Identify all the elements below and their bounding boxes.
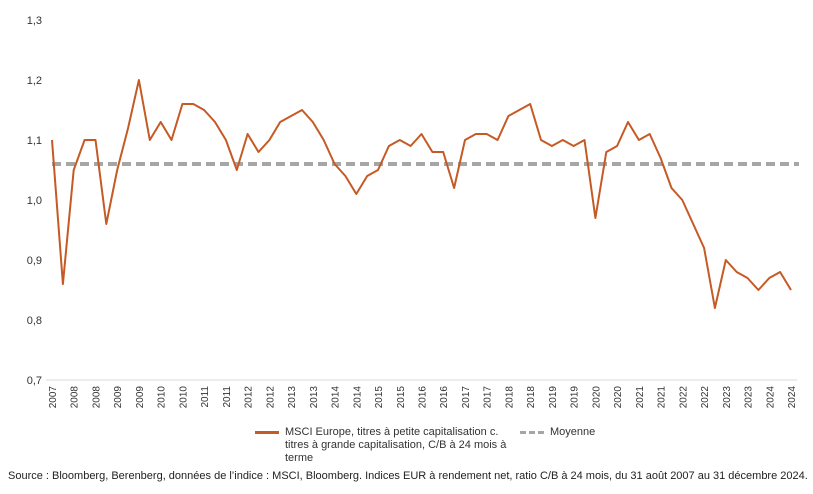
x-tick-label: 2019	[548, 386, 559, 409]
legend-label: MSCI Europe, titres à petite capitalisat…	[285, 426, 507, 464]
x-tick-label: 2008	[70, 386, 81, 409]
x-tick-label: 2008	[91, 386, 102, 409]
x-tick-label: 2010	[157, 386, 168, 409]
legend-swatch	[255, 431, 279, 434]
y-tick-label: 0,8	[27, 315, 42, 327]
x-tick-label: 2011	[222, 386, 233, 408]
legend-item: MSCI Europe, titres à petite capitalisat…	[255, 426, 515, 465]
x-tick-label: 2018	[526, 386, 537, 409]
x-tick-label: 2014	[331, 386, 342, 409]
legend-swatch	[520, 431, 544, 434]
y-tick-label: 1,1	[27, 135, 42, 147]
chart: 0,7 0,8 0,9 1,0 1,1 1,2 1,3 2007 2008 2008 2009 200…	[27, 15, 799, 409]
y-tick-label: 0,7	[27, 375, 42, 387]
y-tick-label: 1,0	[27, 195, 42, 207]
series-line	[51, 79, 792, 309]
x-tick-label: 2022	[700, 386, 711, 409]
x-tick-label: 2016	[418, 386, 429, 409]
y-tick-label: 0,9	[27, 255, 42, 267]
x-tick-label: 2012	[244, 386, 255, 409]
x-tick-label: 2023	[744, 386, 755, 409]
x-tick-label: 2010	[178, 386, 189, 409]
x-tick-label: 2020	[591, 386, 602, 409]
x-tick-label: 2013	[309, 386, 320, 409]
legend-label: Moyenne	[550, 426, 596, 438]
x-tick-label: 2021	[635, 386, 646, 409]
x-tick-label: 2011	[200, 386, 211, 408]
x-tick-label: 2022	[678, 386, 689, 409]
legend-item: Moyenne	[520, 426, 595, 439]
x-tick-label: 2015	[396, 386, 407, 409]
x-tick-label: 2018	[504, 386, 515, 409]
x-tick-label: 2024	[787, 386, 798, 409]
x-tick-label: 2014	[352, 386, 363, 409]
x-tick-label: 2013	[287, 386, 298, 409]
x-tick-label: 2017	[461, 386, 472, 409]
x-tick-label: 2009	[113, 386, 124, 409]
x-tick-label: 2024	[765, 386, 776, 409]
x-tick-label: 2023	[722, 386, 733, 409]
y-tick-label: 1,2	[27, 75, 42, 87]
source-note: Source : Bloomberg, Berenberg, données d…	[8, 470, 808, 482]
x-tick-label: 2016	[439, 386, 450, 409]
x-tick-label: 2019	[570, 386, 581, 409]
x-tick-label: 2017	[483, 386, 494, 409]
x-tick-label: 2021	[657, 386, 668, 409]
x-tick-label: 2015	[374, 386, 385, 409]
y-tick-label: 1,3	[27, 15, 42, 27]
x-tick-label: 2012	[265, 386, 276, 409]
x-tick-label: 2020	[613, 386, 624, 409]
x-tick-label: 2009	[135, 386, 146, 409]
x-tick-label: 2007	[48, 386, 59, 409]
